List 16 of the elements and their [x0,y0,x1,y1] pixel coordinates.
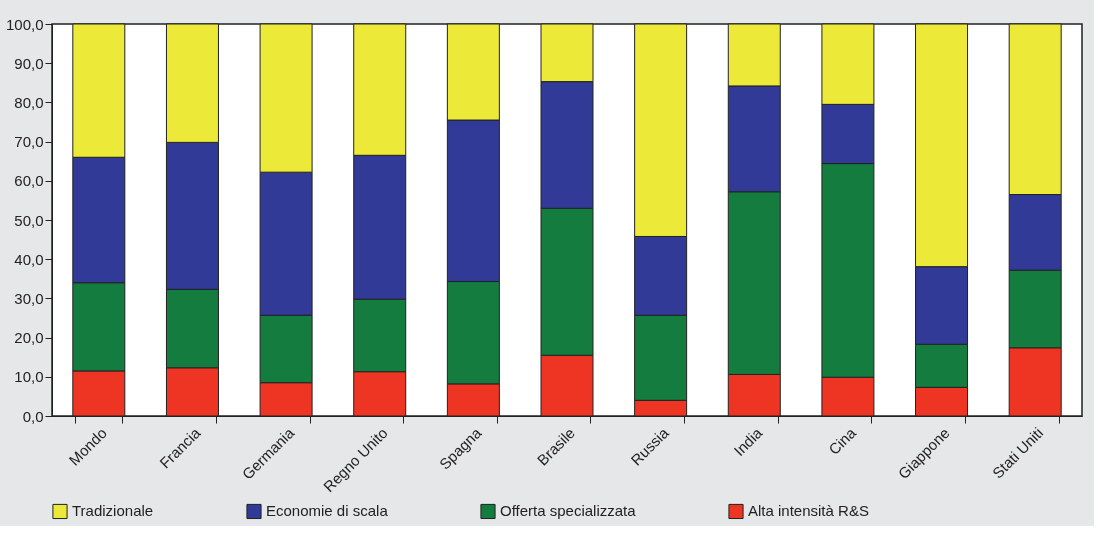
y-tick-label: 40,0 [14,250,44,268]
x-tick-label: Cina [825,423,860,458]
legend-label: Offerta specializzata [500,502,637,520]
legend-label: Tradizionale [72,502,154,520]
legend-label: Economie di scala [266,502,389,520]
y-tick-label: 90,0 [14,54,44,72]
y-tick-label: 70,0 [14,133,44,151]
legend-label: Alta intensità R&S [748,502,869,520]
y-tick-label: 60,0 [14,172,44,190]
y-tick-label: 30,0 [14,289,44,307]
y-tick-label: 0,0 [22,407,44,425]
y-tick-label: 10,0 [14,368,44,386]
y-tick-label: 100,0 [5,15,44,33]
y-tick-label: 80,0 [14,93,44,111]
y-tick-label: 20,0 [14,329,44,347]
y-tick-label: 50,0 [14,211,44,229]
